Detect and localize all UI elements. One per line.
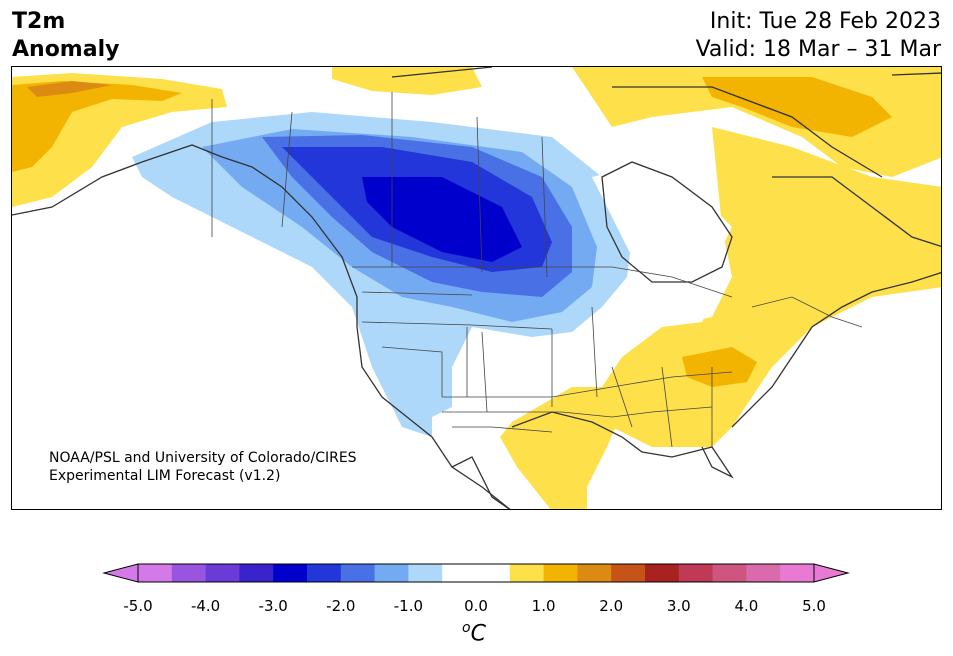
credit-line-1: NOAA/PSL and University of Colorado/CIRE… <box>49 450 357 466</box>
colorbar-cell <box>171 564 207 582</box>
colorbar-cell <box>746 564 781 582</box>
colorbar-tick-label: 4.0 <box>734 597 759 615</box>
colorbar-tick-label: 0.0 <box>464 597 488 615</box>
colorbar-tick-label: -2.0 <box>326 597 356 615</box>
colorbar-cell <box>611 564 646 582</box>
warm-region-mexico <box>500 387 622 509</box>
colorbar-cell <box>543 564 578 582</box>
warm-region-arctic <box>332 67 482 95</box>
colorbar-outline <box>137 563 815 583</box>
colorbar-tick-label: 3.0 <box>666 597 691 615</box>
colorbar-tick-label: 1.0 <box>531 597 556 615</box>
colorbar-cell <box>408 564 443 582</box>
colorbar-cell <box>577 564 612 582</box>
anomaly-map <box>11 66 942 510</box>
map-title: T2m Anomaly <box>12 8 119 64</box>
colorbar-cell <box>307 564 342 582</box>
colorbar-tick-label: -5.0 <box>123 597 153 615</box>
title-line-2: Anomaly <box>12 37 120 62</box>
title-line-1: T2m <box>12 9 66 34</box>
colorbar-tick-label: 2.0 <box>599 597 624 615</box>
colorbar-cell <box>678 564 714 582</box>
political-borders <box>211 92 863 448</box>
forecast-credit: NOAA/PSL and University of Colorado/CIRE… <box>49 449 357 485</box>
colorbar-cell <box>205 564 240 582</box>
forecast-dates: Init: Tue 28 Feb 2023 Valid: 18 Mar – 31… <box>696 8 941 64</box>
colorbar-cell <box>780 564 815 582</box>
credit-line-2: Experimental LIM Forecast (v1.2) <box>49 468 281 484</box>
cold-region-5 <box>362 177 522 262</box>
colorbar: -5.0 -4.0 -3.0 -2.0 -1.0 0.0 1.0 2.0 3.0 4.0 5.0 o… <box>0 560 953 656</box>
init-date: Init: Tue 28 Feb 2023 <box>709 9 941 34</box>
warm-peak-alaska <box>27 81 112 97</box>
colorbar-left-arrow <box>102 563 139 583</box>
map-canvas <box>12 67 941 509</box>
warm-core-alaska <box>12 81 182 172</box>
colorbar-tick-label: -4.0 <box>190 597 221 615</box>
colorbar-tick-label: 5.0 <box>802 597 826 615</box>
colorbar-cell <box>712 564 747 582</box>
colorbar-cell <box>239 564 274 582</box>
colorbar-cell <box>476 564 511 582</box>
colorbar-cell <box>273 564 308 582</box>
colorbar-right-arrow <box>813 563 850 583</box>
colorbar-cell <box>374 564 409 582</box>
colorbar-cell <box>138 564 173 582</box>
warm-core-appalachia <box>682 347 757 387</box>
valid-date: Valid: 18 Mar – 31 Mar <box>695 37 941 62</box>
unit-letter: C <box>470 621 486 647</box>
warm-core-greenland <box>702 77 892 137</box>
colorbar-cell <box>442 564 477 582</box>
colorbar-unit: oC <box>462 620 486 646</box>
unit-superscript: o <box>462 620 471 636</box>
coastlines <box>12 67 941 509</box>
colorbar-cell <box>645 564 680 582</box>
colorbar-tick-label: -3.0 <box>258 597 288 615</box>
colorbar-svg <box>102 563 850 583</box>
colorbar-cell <box>340 564 376 582</box>
colorbar-cell <box>509 564 545 582</box>
colorbar-tick-label: -1.0 <box>393 597 424 615</box>
great-lakes <box>632 287 712 327</box>
